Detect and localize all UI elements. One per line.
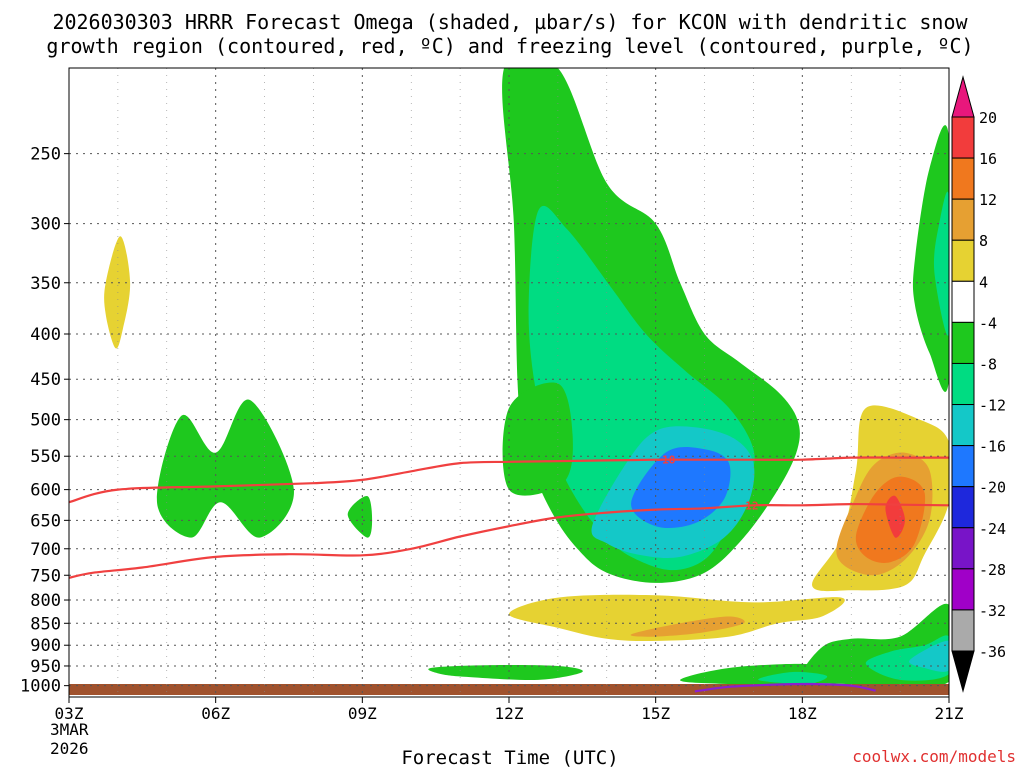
colorbar-label-10: -24: [979, 520, 1006, 538]
x-tick-label-09Z: 09Z: [348, 704, 377, 723]
colorbar-label-13: -36: [979, 643, 1006, 661]
colorbar-label-4: 4: [979, 273, 988, 291]
omega-region-21: [933, 191, 949, 336]
colorbar-bottom-arrow: [951, 650, 975, 693]
x-tick-label-12Z: 12Z: [495, 704, 524, 723]
omega-region-4: [502, 382, 573, 496]
y-tick-label-450: 450: [30, 370, 61, 390]
y-tick-label-550: 550: [30, 447, 61, 467]
omega-region-7: [104, 236, 131, 349]
colorbar-label-9: -20: [979, 479, 1006, 497]
colorbar-label-8: -16: [979, 438, 1006, 456]
contour-label-1: -18: [656, 454, 676, 467]
colorbar-label-7: -12: [979, 397, 1006, 415]
colorbar-label-1: 16: [979, 150, 997, 168]
y-tick-label-500: 500: [30, 411, 61, 431]
date-line-1: 3MAR: [50, 720, 89, 739]
y-tick-label-600: 600: [30, 481, 61, 501]
y-tick-label-350: 350: [30, 274, 61, 294]
omega-region-5: [156, 399, 294, 538]
time-axis: 03Z 06Z 09Z 12Z 15Z 18Z 21Z: [55, 697, 964, 723]
colorbar-label-6: -8: [979, 355, 997, 373]
contour-label-0: -12: [739, 500, 759, 513]
colorbar-label-11: -28: [979, 561, 1006, 579]
x-tick-label-06Z: 06Z: [201, 704, 230, 723]
date-line-2: 2026: [50, 739, 89, 758]
colorbar-label-5: -4: [979, 314, 997, 332]
y-tick-label-800: 800: [30, 591, 61, 611]
y-tick-label-850: 850: [30, 614, 61, 634]
omega-region-16: [909, 640, 949, 672]
y-tick-label-950: 950: [30, 657, 61, 677]
x-axis-label: Forecast Time (UTC): [401, 747, 618, 768]
y-tick-label-750: 750: [30, 566, 61, 586]
y-tick-label-700: 700: [30, 540, 61, 560]
omega-region-12: [509, 594, 845, 642]
x-tick-label-21Z: 21Z: [935, 704, 964, 723]
temperature-contours: -12 -18: [69, 454, 949, 693]
colorbar-box-5: [951, 280, 975, 323]
omega-region-19: [428, 664, 583, 681]
colorbar-box-11: [951, 527, 975, 570]
y-tick-label-300: 300: [30, 215, 61, 235]
x-tick-label-18Z: 18Z: [788, 704, 817, 723]
omega-region-6: [347, 495, 373, 538]
colorbar-box-2: [951, 157, 975, 200]
colorbar-box-3: [951, 198, 975, 241]
y-tick-label-900: 900: [30, 636, 61, 656]
contour-line-0: [69, 502, 949, 579]
x-tick-label-15Z: 15Z: [641, 704, 670, 723]
y-tick-label-400: 400: [30, 325, 61, 345]
colorbar-box-9: [951, 445, 975, 488]
contour-line-1: [69, 456, 949, 504]
omega-region-20: [912, 125, 949, 392]
contour-line-2: [694, 682, 876, 693]
colorbar-box-10: [951, 486, 975, 529]
y-tick-label-650: 650: [30, 511, 61, 531]
colorbar-box-4: [951, 239, 975, 282]
colorbar-top-arrow: [951, 75, 975, 118]
x-tick-label-03Z: 03Z: [55, 704, 84, 723]
colorbar-box-12: [951, 568, 975, 611]
omega-region-15: [865, 635, 949, 681]
pressure-axis: 2503003504004505005506006507007508008509…: [20, 145, 69, 697]
credit-text: coolwx.com/models: [852, 747, 1016, 766]
ground-strip: [69, 684, 949, 695]
colorbar-box-13: [951, 609, 975, 652]
colorbar-box-1: [951, 116, 975, 159]
colorbar-label-0: 20: [979, 109, 997, 127]
colorbar-label-3: 8: [979, 232, 988, 250]
chart-title-line-1: 2026030303 HRRR Forecast Omega (shaded, …: [52, 10, 968, 34]
colorbar-box-6: [951, 321, 975, 364]
colorbar-label-2: 12: [979, 191, 997, 209]
omega-shading: [104, 68, 949, 694]
colorbar-box-7: [951, 362, 975, 406]
omega-region-18: [758, 671, 828, 684]
chart-title-line-2: growth region (contoured, red, ºC) and f…: [46, 34, 973, 58]
colorbar: 20 16 12 8 4 -4 -8 -12 -16 -20 -24 -28 -32 -36: [951, 75, 1006, 693]
omega-region-13: [630, 616, 745, 637]
colorbar-box-8: [951, 404, 975, 447]
y-tick-label-1000: 1000: [20, 677, 61, 697]
colorbar-label-12: -32: [979, 602, 1006, 620]
omega-region-11: [885, 495, 905, 538]
y-tick-label-250: 250: [30, 145, 61, 165]
